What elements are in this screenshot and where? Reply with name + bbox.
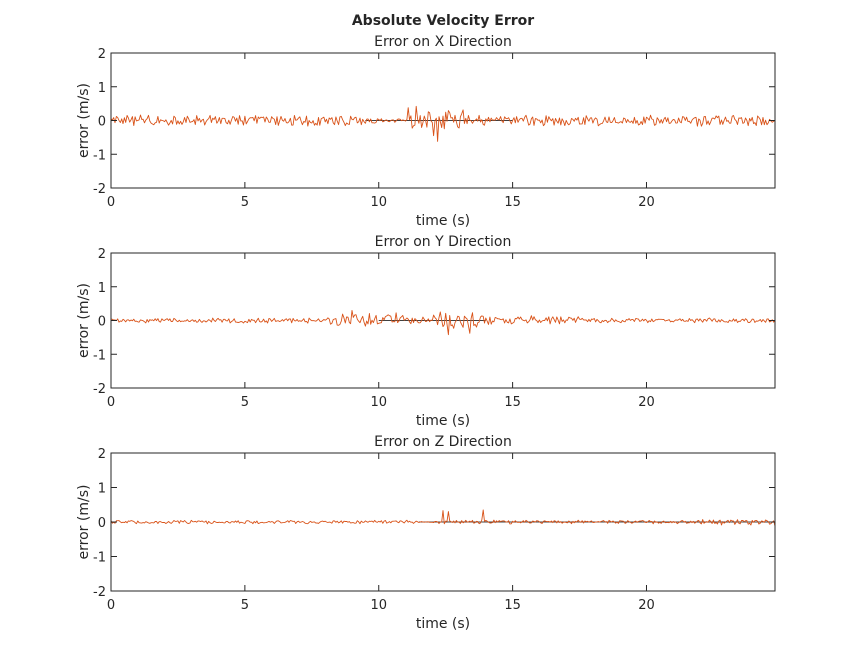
y-tick-label: 1 xyxy=(98,482,106,497)
y-tick-label: -2 xyxy=(93,585,106,600)
subplot-title: Error on Z Direction xyxy=(374,434,512,450)
y-tick-label: 2 xyxy=(98,47,106,62)
figure-title: Absolute Velocity Error xyxy=(352,13,534,29)
subplot-2: Error on Y Direction 0 5 10 15 20 -2 -1 0 1 2 time … xyxy=(76,234,776,429)
y-axis-label: error (m/s) xyxy=(76,283,92,358)
x-tick-label: 0 xyxy=(107,395,115,410)
x-tick-label: 20 xyxy=(638,395,655,410)
x-tick-label: 20 xyxy=(638,598,655,613)
y-tick-label: 1 xyxy=(98,281,106,296)
x-tick-label: 10 xyxy=(370,195,387,210)
x-tick-label: 15 xyxy=(504,395,521,410)
y-tick-label: -1 xyxy=(93,551,106,566)
y-tick-label: -1 xyxy=(93,348,106,363)
y-axis-label: error (m/s) xyxy=(76,485,92,560)
subplot-title: Error on Y Direction xyxy=(375,234,512,250)
y-tick-label: -1 xyxy=(93,148,106,163)
x-axis-label: time (s) xyxy=(416,616,470,632)
x-tick-label: 15 xyxy=(504,195,521,210)
error-series-line xyxy=(111,105,775,142)
x-tick-label: 10 xyxy=(370,395,387,410)
x-axis-label: time (s) xyxy=(416,213,470,229)
x-tick-label: 5 xyxy=(241,395,249,410)
subplot-title: Error on X Direction xyxy=(374,34,512,50)
y-axis-label: error (m/s) xyxy=(76,83,92,158)
y-tick-label: 2 xyxy=(98,247,106,262)
subplot-1: Error on X Direction 0 5 10 15 20 -2 -1 0 1 2 time … xyxy=(76,34,776,229)
y-tick-label: 0 xyxy=(98,315,106,330)
y-tick-label: -2 xyxy=(93,182,106,197)
x-tick-label: 5 xyxy=(241,598,249,613)
y-tick-label: 0 xyxy=(98,115,106,130)
y-tick-label: -2 xyxy=(93,382,106,397)
x-tick-label: 10 xyxy=(370,598,387,613)
x-tick-label: 0 xyxy=(107,598,115,613)
y-tick-label: 1 xyxy=(98,81,106,96)
x-tick-label: 0 xyxy=(107,195,115,210)
error-series-line xyxy=(111,509,775,527)
y-tick-label: 2 xyxy=(98,447,106,462)
x-tick-label: 5 xyxy=(241,195,249,210)
x-tick-label: 15 xyxy=(504,598,521,613)
error-series-line xyxy=(111,309,775,336)
x-axis-label: time (s) xyxy=(416,413,470,429)
subplot-3: Error on Z Direction 0 5 10 15 20 -2 -1 0 1 2 time … xyxy=(76,434,776,632)
x-tick-label: 20 xyxy=(638,195,655,210)
y-tick-label: 0 xyxy=(98,516,106,531)
